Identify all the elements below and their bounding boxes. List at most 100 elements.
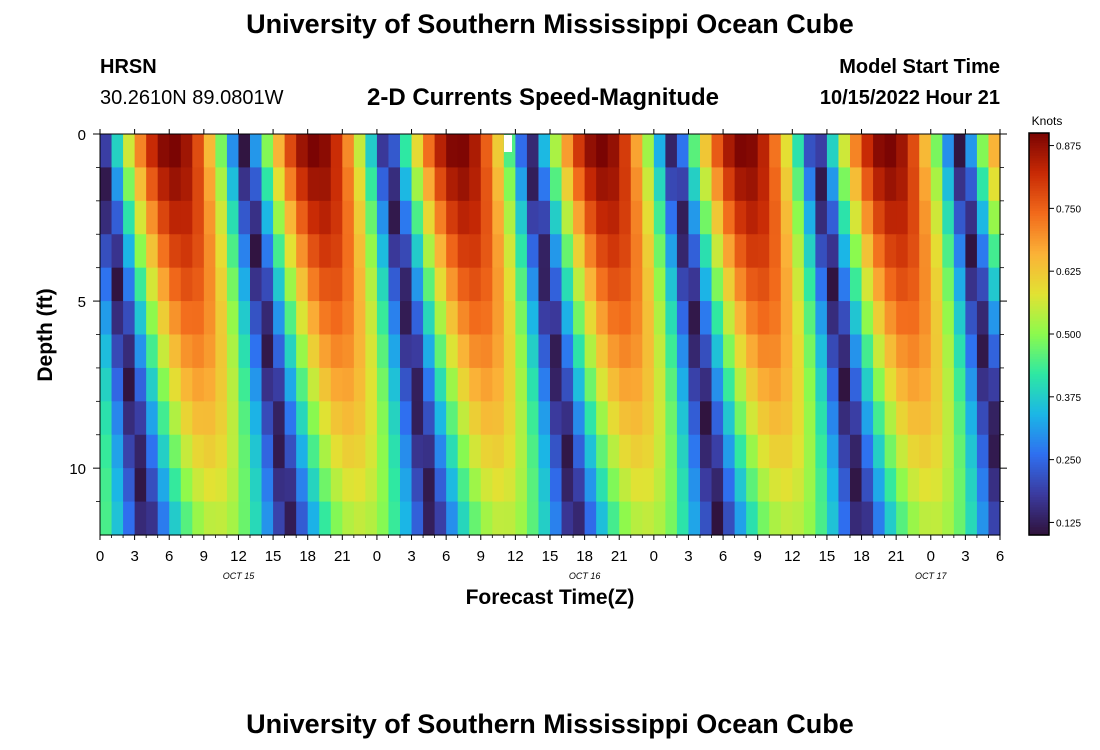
heatmap-cell: [665, 200, 678, 235]
heatmap-cell: [469, 401, 482, 436]
heatmap-cell: [434, 501, 447, 536]
colorbar-band: [1029, 198, 1049, 202]
heatmap-cell: [734, 334, 747, 369]
heatmap-cell: [746, 200, 759, 235]
heatmap-cell: [873, 167, 886, 202]
heatmap-cell: [838, 401, 851, 436]
heatmap-cell: [192, 234, 205, 269]
heatmap-cell: [169, 334, 182, 369]
heatmap-cell: [411, 501, 424, 536]
heatmap-cell: [723, 434, 736, 469]
heatmap-cell: [123, 501, 136, 536]
heatmap-cell: [907, 167, 920, 202]
colorbar-band: [1029, 386, 1049, 390]
heatmap-cell: [573, 167, 586, 202]
heatmap-cell: [284, 234, 297, 269]
heatmap-cell: [676, 468, 690, 503]
heatmap-cell: [630, 167, 643, 202]
heatmap-cell: [734, 434, 747, 469]
heatmap-cell: [169, 434, 182, 469]
heatmap-cell: [596, 401, 609, 436]
heatmap-cell: [353, 301, 366, 336]
heatmap-cell: [469, 301, 482, 336]
heatmap-cell: [319, 401, 332, 436]
colorbar-band: [1029, 442, 1049, 446]
marker-white: [504, 135, 512, 152]
heatmap-cell: [665, 267, 678, 302]
heatmap-cell: [769, 401, 782, 436]
heatmap-cell: [780, 501, 793, 536]
heatmap-cell: [896, 334, 909, 369]
heatmap-cell: [307, 301, 320, 336]
heatmap-cell: [907, 234, 920, 269]
heatmap-cell: [434, 167, 447, 202]
heatmap-cell: [850, 200, 863, 235]
heatmap-cell: [573, 301, 586, 336]
heatmap-cell: [573, 367, 586, 402]
heatmap-cell: [238, 334, 251, 369]
heatmap-cell: [653, 501, 666, 536]
colorbar-band: [1029, 220, 1049, 225]
heatmap-cell: [307, 468, 320, 503]
heatmap-cell: [573, 434, 586, 469]
heatmap-cell: [561, 434, 574, 469]
heatmap-cell: [330, 134, 343, 169]
colorbar-band: [1029, 399, 1049, 403]
heatmap-cell: [365, 200, 378, 235]
heatmap-cell: [250, 200, 263, 235]
heatmap-cell: [619, 301, 632, 336]
heatmap-cell: [803, 367, 816, 402]
heatmap-cell: [942, 167, 955, 202]
heatmap-cell: [919, 367, 932, 402]
colorbar-tick-label: 0.750: [1056, 204, 1081, 215]
heatmap-cell: [492, 401, 505, 436]
heatmap-cell: [942, 134, 955, 169]
heatmap-cell: [573, 234, 586, 269]
heatmap-cell: [157, 401, 170, 436]
colorbar-band: [1029, 344, 1049, 348]
heatmap-cell: [596, 468, 609, 503]
heatmap-cell: [965, 267, 978, 302]
heatmap-cell: [446, 200, 459, 235]
heatmap-cell: [480, 468, 493, 503]
heatmap-cell: [365, 501, 378, 536]
colorbar-band: [1029, 419, 1049, 423]
heatmap-cell: [884, 167, 897, 202]
colorbar-band: [1029, 203, 1049, 207]
heatmap-cell: [861, 501, 874, 536]
heatmap-cell: [561, 334, 574, 369]
heatmap-cell: [584, 200, 597, 235]
heatmap-cell: [330, 401, 343, 436]
heatmap-cell: [550, 167, 563, 202]
heatmap-cell: [884, 200, 897, 235]
heatmap-cell: [642, 167, 655, 202]
colorbar-band: [1029, 263, 1049, 267]
heatmap-cell: [884, 267, 897, 302]
heatmap-cell: [307, 367, 320, 402]
heatmap-cell: [596, 434, 609, 469]
x-tick-label: 18: [299, 548, 316, 565]
heatmap-cell: [976, 234, 990, 269]
colorbar-band: [1029, 193, 1049, 197]
heatmap-cell: [284, 134, 297, 169]
heatmap-cell: [838, 334, 851, 369]
heatmap-cell: [342, 401, 355, 436]
heatmap-cell: [757, 200, 770, 235]
heatmap-cell: [515, 134, 528, 169]
heatmap-cell: [688, 301, 701, 336]
y-axis-label: Depth (ft): [34, 288, 57, 381]
heatmap-cell: [757, 401, 770, 436]
heatmap-cell: [653, 401, 666, 436]
heatmap-cell: [250, 301, 263, 336]
colorbar-band: [1029, 349, 1049, 353]
heatmap-cell: [815, 501, 828, 536]
heatmap-cell: [988, 334, 1001, 369]
heatmap-cell: [850, 267, 863, 302]
heatmap-cell: [492, 134, 505, 169]
heatmap-cell: [203, 267, 216, 302]
heatmap-cell: [434, 334, 447, 369]
heatmap-cell: [688, 334, 701, 369]
heatmap-cell: [123, 167, 136, 202]
colorbar-band: [1029, 421, 1049, 426]
